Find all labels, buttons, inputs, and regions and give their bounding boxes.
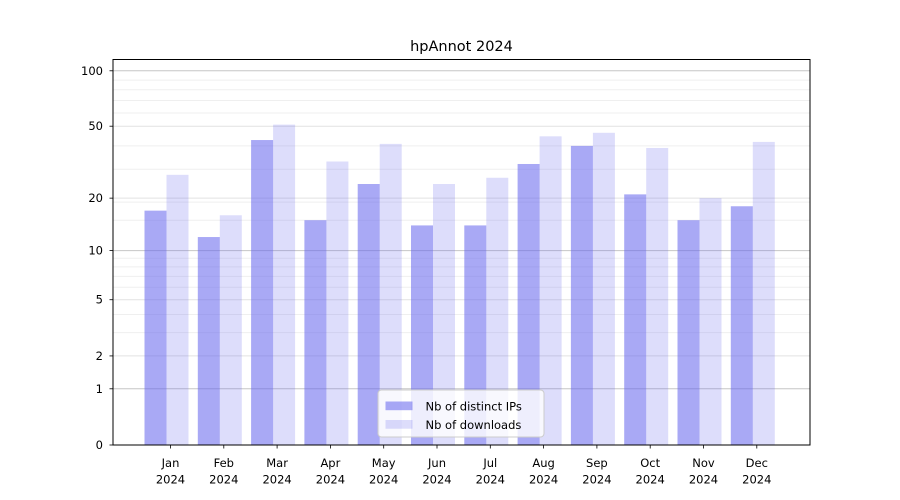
x-tick-sublabel-mar: 2024 bbox=[262, 473, 291, 487]
x-tick-sublabel-jun: 2024 bbox=[422, 473, 451, 487]
x-tick-label-may: May bbox=[372, 456, 396, 470]
x-tick-label-jul: Jul bbox=[482, 456, 497, 470]
x-tick-sublabel-apr: 2024 bbox=[316, 473, 345, 487]
bar-dec-distinct-ips bbox=[730, 206, 753, 445]
x-tick-sublabel-jul: 2024 bbox=[476, 473, 505, 487]
x-tick-label-sep: Sep bbox=[586, 456, 608, 470]
x-tick-sublabel-aug: 2024 bbox=[529, 473, 558, 487]
bar-sep-downloads bbox=[592, 132, 615, 445]
bar-mar-downloads bbox=[273, 124, 296, 445]
x-tick-label-dec: Dec bbox=[746, 456, 768, 470]
bar-aug-downloads bbox=[539, 136, 562, 446]
legend-label-downloads: Nb of downloads bbox=[426, 418, 522, 432]
x-tick-label-oct: Oct bbox=[640, 456, 660, 470]
x-tick-sublabel-may: 2024 bbox=[369, 473, 398, 487]
x-tick-sublabel-feb: 2024 bbox=[209, 473, 238, 487]
bar-feb-downloads bbox=[219, 215, 242, 445]
bar-oct-downloads bbox=[646, 147, 669, 445]
bar-apr-downloads bbox=[326, 161, 349, 445]
x-tick-label-jan: Jan bbox=[161, 456, 180, 470]
y-tick-label-1: 1 bbox=[96, 382, 103, 396]
bar-jul-downloads bbox=[486, 177, 509, 445]
bar-jan-downloads bbox=[166, 174, 189, 445]
x-tick-label-aug: Aug bbox=[532, 456, 554, 470]
legend-swatch-distinct-ips bbox=[385, 401, 413, 411]
legend-swatch-downloads bbox=[385, 420, 413, 429]
x-tick-label-apr: Apr bbox=[320, 456, 340, 470]
gridlines bbox=[113, 70, 810, 390]
x-axis: Jan 2024 Feb 2024 Mar 2024 Apr 2024 May 2024 Jun 20… bbox=[156, 445, 771, 487]
y-tick-label-50: 50 bbox=[88, 119, 103, 133]
y-tick-label-0: 0 bbox=[96, 438, 103, 452]
chart-title: hpAnnot 2024 bbox=[410, 39, 513, 55]
plot-border bbox=[112, 59, 811, 446]
bar-may-downloads bbox=[379, 143, 402, 445]
x-tick-label-feb: Feb bbox=[214, 456, 234, 470]
bar-apr-distinct-ips bbox=[304, 220, 327, 445]
y-tick-label-10: 10 bbox=[88, 244, 103, 258]
legend-label-distinct-ips: Nb of distinct IPs bbox=[426, 400, 522, 414]
x-tick-label-mar: Mar bbox=[266, 456, 288, 470]
bar-nov-distinct-ips bbox=[677, 220, 700, 445]
legend: Nb of distinct IPs Nb of downloads bbox=[377, 389, 545, 438]
x-tick-label-nov: Nov bbox=[692, 456, 715, 470]
bar-feb-distinct-ips bbox=[197, 237, 220, 445]
bar-sep-distinct-ips bbox=[570, 145, 593, 446]
bar-mar-distinct-ips bbox=[251, 140, 274, 445]
bar-oct-distinct-ips bbox=[624, 194, 647, 445]
bar-aug-distinct-ips bbox=[517, 163, 540, 445]
x-tick-sublabel-jan: 2024 bbox=[156, 473, 185, 487]
bar-jan-distinct-ips bbox=[144, 210, 167, 445]
legend-box bbox=[377, 389, 545, 438]
x-tick-sublabel-sep: 2024 bbox=[582, 473, 611, 487]
bar-jun-downloads bbox=[433, 184, 455, 446]
bar-may-distinct-ips bbox=[357, 184, 380, 446]
x-tick-label-jun: Jun bbox=[427, 456, 446, 470]
bar-nov-downloads bbox=[699, 198, 722, 445]
bar-dec-downloads bbox=[752, 141, 775, 445]
y-tick-label-2: 2 bbox=[96, 349, 103, 363]
x-tick-sublabel-dec: 2024 bbox=[742, 473, 771, 487]
y-tick-label-5: 5 bbox=[96, 293, 103, 307]
y-tick-label-20: 20 bbox=[88, 191, 103, 205]
y-axis: 0 1 2 5 10 20 50 100 bbox=[81, 64, 113, 452]
x-tick-sublabel-nov: 2024 bbox=[689, 473, 718, 487]
y-tick-label-100: 100 bbox=[81, 64, 103, 78]
x-tick-sublabel-oct: 2024 bbox=[636, 473, 665, 487]
